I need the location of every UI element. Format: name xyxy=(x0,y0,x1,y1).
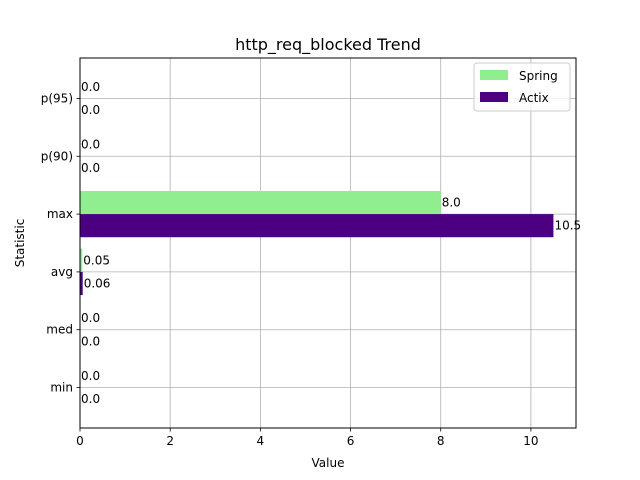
grid xyxy=(79,58,576,428)
bar-actix xyxy=(80,271,83,296)
legend-swatch-spring xyxy=(480,70,508,80)
data-label-actix: 10.5 xyxy=(554,219,581,233)
x-tick-label: 8 xyxy=(437,434,445,448)
bar-actix xyxy=(80,214,554,238)
data-label-actix: 0.0 xyxy=(81,161,100,175)
y-tick-label: med xyxy=(46,323,73,337)
data-labels: 0.0 0.0 0.05 8.0 0.0 0.0 0.0 0.0 0.06 10.5 0.0 0.0 xyxy=(81,80,581,406)
data-label-actix: 0.0 xyxy=(81,334,100,348)
x-tick-label: 2 xyxy=(166,434,174,448)
data-label-actix: 0.0 xyxy=(81,392,100,406)
chart-title: http_req_blocked Trend xyxy=(235,35,421,55)
x-tick-label: 10 xyxy=(523,434,538,448)
data-label-spring: 0.0 xyxy=(81,311,100,325)
y-tick-label: avg xyxy=(51,265,73,279)
data-label-spring: 0.0 xyxy=(81,369,100,383)
legend-swatch-actix xyxy=(480,92,508,102)
bar-spring xyxy=(80,248,83,272)
data-label-spring: 0.0 xyxy=(81,80,100,94)
data-label-actix: 0.06 xyxy=(84,276,111,290)
data-label-actix: 0.0 xyxy=(81,103,100,117)
legend-label-actix: Actix xyxy=(519,91,549,105)
y-axis-label: Statistic xyxy=(13,219,27,268)
x-tick-label: 4 xyxy=(257,434,265,448)
data-label-spring: 0.05 xyxy=(83,253,110,267)
x-axis: 0 2 4 6 8 10 xyxy=(76,428,539,448)
legend: Spring Actix xyxy=(473,62,571,112)
legend-label-spring: Spring xyxy=(519,69,558,83)
y-axis: min med avg max p(90) p(95) xyxy=(41,91,80,395)
data-label-spring: 8.0 xyxy=(442,196,461,210)
plot-frame xyxy=(79,57,577,429)
x-axis-label: Value xyxy=(312,456,345,470)
y-tick-label: p(90) xyxy=(41,149,73,163)
bars xyxy=(80,190,554,296)
x-tick-label: 0 xyxy=(76,434,84,448)
y-tick-label: max xyxy=(47,207,73,221)
bar-spring xyxy=(80,190,441,215)
y-tick-label: min xyxy=(50,381,73,395)
x-tick-label: 6 xyxy=(347,434,355,448)
data-label-spring: 0.0 xyxy=(81,138,100,152)
y-tick-label: p(95) xyxy=(41,91,73,105)
